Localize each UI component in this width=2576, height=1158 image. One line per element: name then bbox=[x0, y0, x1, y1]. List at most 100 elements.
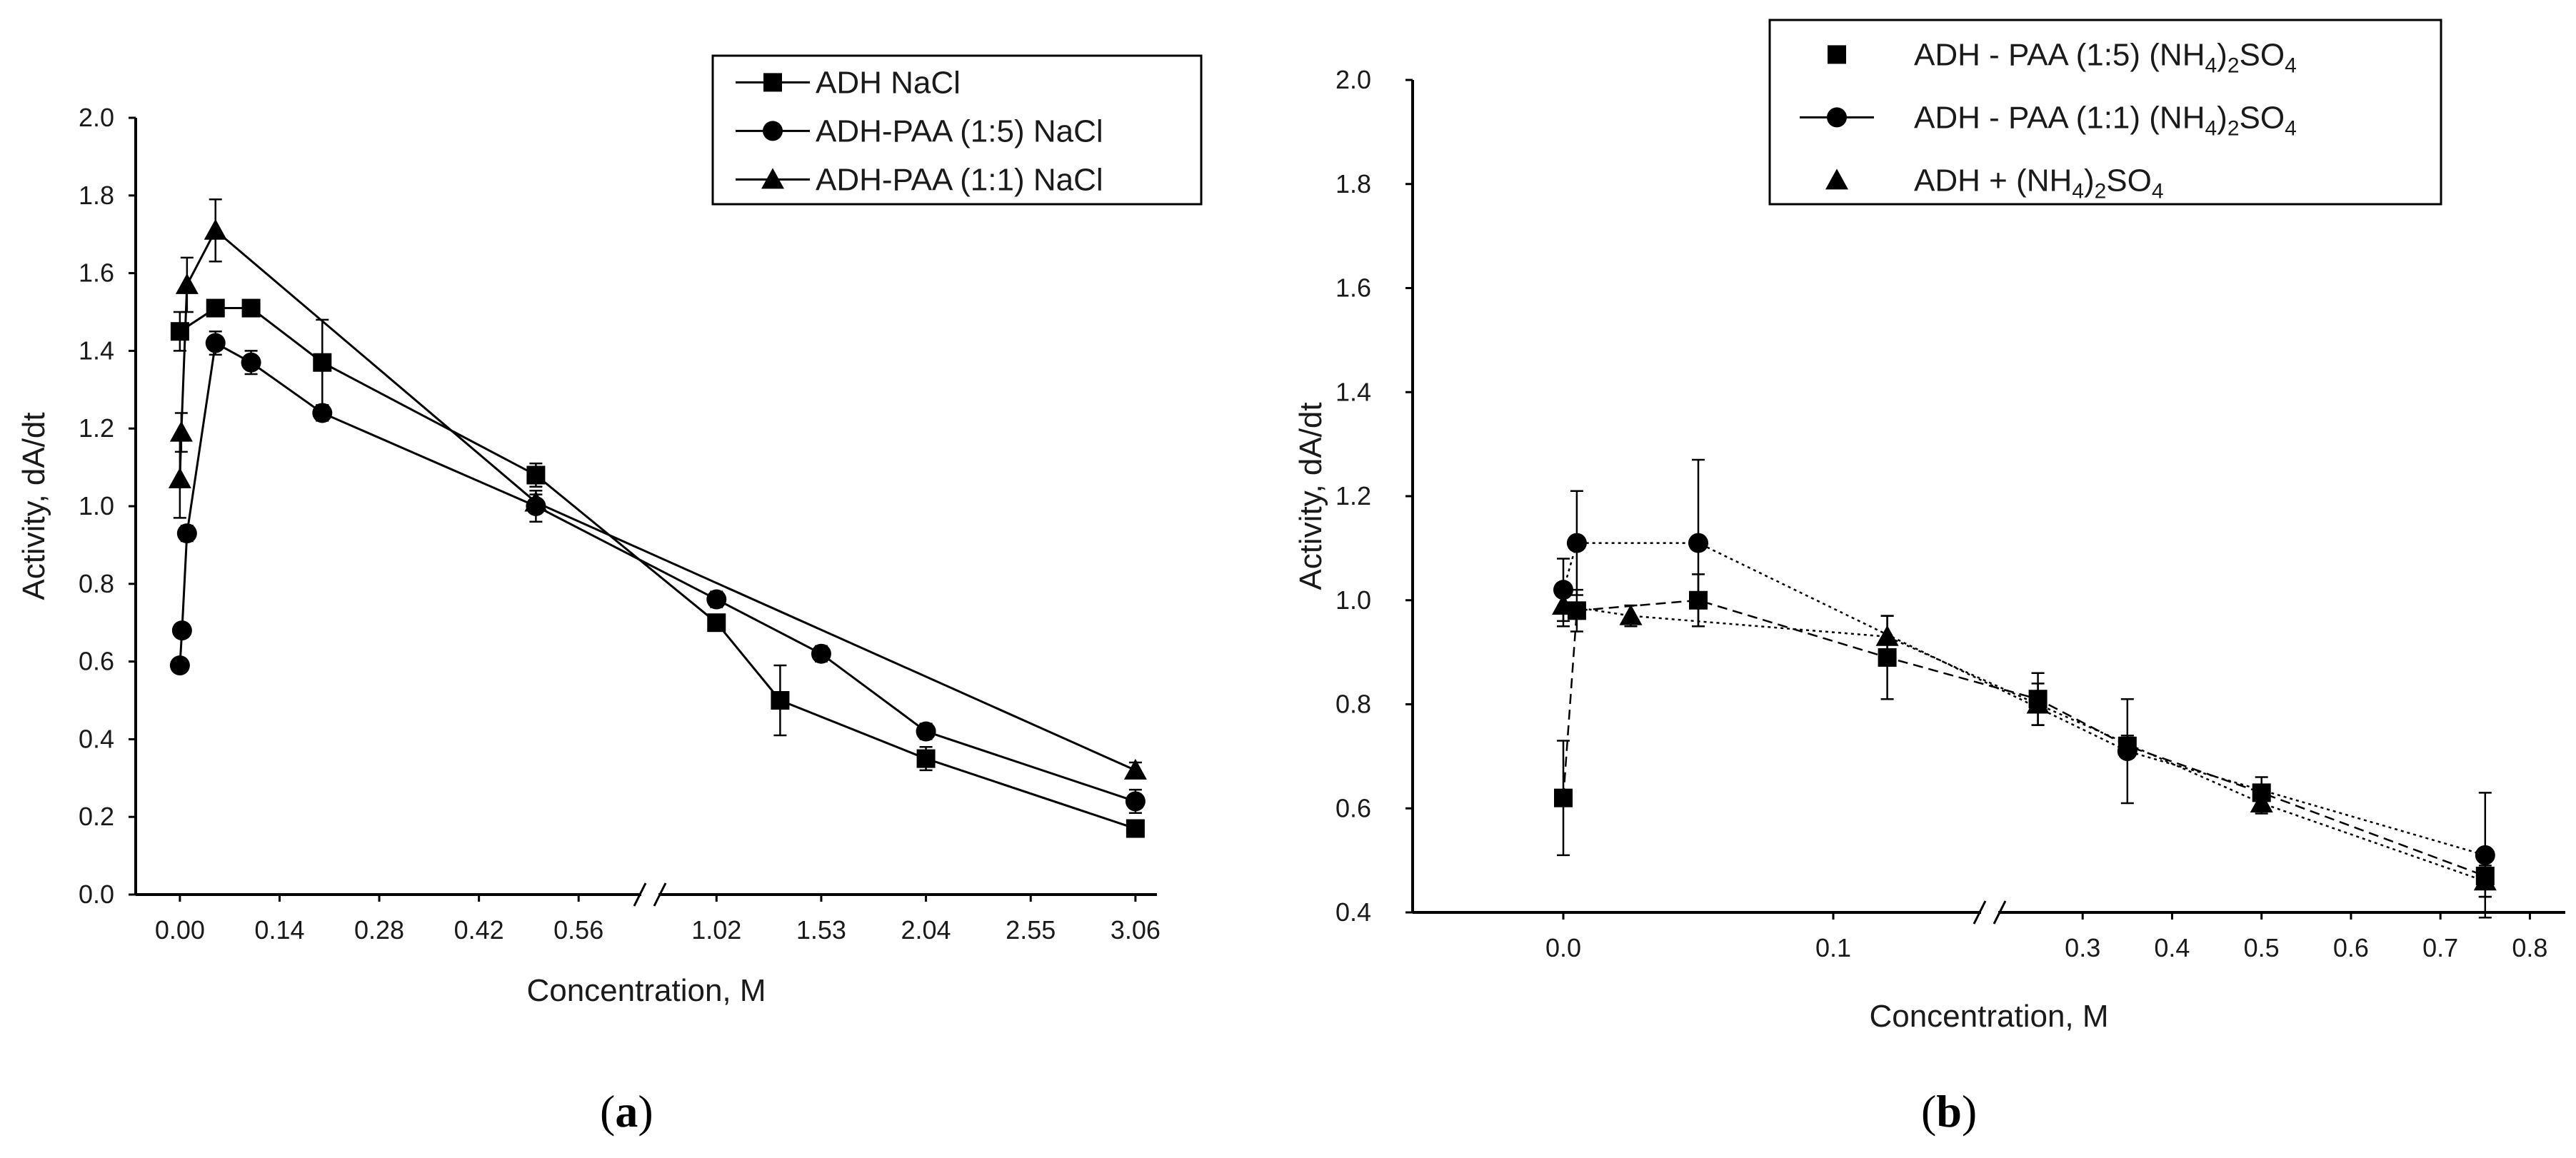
data-point bbox=[707, 613, 726, 633]
data-point bbox=[206, 298, 225, 318]
legend: ADH NaCl ADH-PAA (1:5) NaCl ADH-PAA (1:1) … bbox=[711, 54, 1203, 206]
series-2 bbox=[1552, 583, 2497, 898]
x-tick-label: 3.06 bbox=[1111, 915, 1161, 945]
x-tick-label: 0.1 bbox=[1815, 933, 1851, 962]
legend-subscript: 4 bbox=[2285, 116, 2297, 140]
legend-label: ADH - PAA (1:1) (NH4​)2​SO4​ bbox=[1914, 100, 2297, 140]
data-point bbox=[205, 333, 226, 353]
series-line bbox=[1562, 542, 2486, 857]
data-point bbox=[1688, 533, 1708, 553]
legend-label: ADH-PAA (1:1) NaCl bbox=[816, 162, 1103, 197]
legend-text-part: ADH - PAA (1:1) (NH bbox=[1914, 100, 2205, 135]
panel-label-close: ) bbox=[638, 1086, 653, 1137]
legend-subscript: 4 bbox=[2205, 116, 2217, 140]
series-line bbox=[179, 228, 1136, 772]
panel-label-open: ( bbox=[600, 1086, 615, 1137]
y-tick-label: 0.4 bbox=[79, 724, 114, 753]
panel-label-open: ( bbox=[1921, 1086, 1936, 1137]
legend-text-part: SO bbox=[2240, 100, 2285, 135]
x-tick-label: 0.6 bbox=[2333, 933, 2369, 962]
legend: ADH - PAA (1:5) (NH4​)2​SO4​ADH - PAA (1… bbox=[1768, 19, 2442, 206]
x-tick-label: 2.55 bbox=[1006, 915, 1056, 945]
x-tick-label: 0.3 bbox=[2065, 933, 2100, 962]
legend-subscript: 2 bbox=[2095, 179, 2107, 203]
data-point bbox=[2026, 693, 2050, 714]
data-point bbox=[1619, 604, 1643, 625]
y-tick-label: 0.6 bbox=[79, 647, 114, 676]
data-point bbox=[176, 523, 197, 544]
y-tick-label: 0.8 bbox=[1335, 690, 1371, 719]
x-tick-label: 0.42 bbox=[454, 915, 504, 945]
panel-label: (b) bbox=[1921, 1086, 1977, 1137]
x-tick-label: 0.14 bbox=[254, 915, 304, 945]
axis-break-mark bbox=[653, 882, 667, 907]
data-point bbox=[175, 273, 199, 294]
data-point bbox=[2250, 791, 2273, 812]
legend-marker bbox=[1828, 45, 1846, 64]
data-point bbox=[916, 749, 936, 768]
series-1 bbox=[1553, 458, 2495, 919]
data-point bbox=[1875, 625, 1899, 646]
y-tick-label: 1.8 bbox=[1335, 169, 1371, 198]
data-point bbox=[312, 403, 333, 423]
data-point bbox=[169, 655, 190, 676]
chart-panel-b: 0.4 0.6 0.8 1.0 1.2 1.4 1.6 1.8 2.0 0.0 0.1 0.3 0.4 0… bbox=[1293, 19, 2565, 1137]
y-tick-label: 1.8 bbox=[79, 181, 114, 210]
data-point bbox=[168, 467, 191, 488]
panel-label: (a) bbox=[600, 1086, 653, 1137]
legend-marker bbox=[1827, 107, 1847, 128]
legend-label: ADH-PAA (1:5) NaCl bbox=[816, 114, 1103, 148]
data-point bbox=[204, 218, 227, 240]
y-tick-label: 1.0 bbox=[79, 491, 114, 520]
data-point bbox=[771, 691, 790, 710]
legend-label: ADH + (NH4​)2​SO4​ bbox=[1914, 163, 2164, 203]
legend-text-part: ) bbox=[2084, 163, 2095, 198]
y-tick-label: 0.0 bbox=[79, 880, 114, 909]
x-tick-label: 0.28 bbox=[354, 915, 404, 945]
y-tick-label: 0.4 bbox=[1335, 897, 1371, 927]
data-point bbox=[1126, 819, 1145, 838]
legend-subscript: 4 bbox=[2152, 179, 2164, 203]
data-point bbox=[241, 352, 261, 373]
data-point bbox=[811, 643, 831, 664]
data-point bbox=[241, 298, 261, 318]
data-point bbox=[916, 721, 936, 742]
y-tick-label: 1.2 bbox=[79, 413, 114, 443]
data-point bbox=[1554, 788, 1573, 807]
legend-subscript: 4 bbox=[2072, 179, 2084, 203]
legend-text-part: ) bbox=[2217, 37, 2227, 72]
x-axis-label: Concentration, M bbox=[526, 973, 766, 1008]
x-tick-label: 1.53 bbox=[796, 915, 846, 945]
legend-text-part: ADH - PAA (1:5) (NH bbox=[1914, 37, 2205, 72]
series-line bbox=[1563, 604, 2486, 882]
data-point bbox=[1566, 533, 1587, 553]
y-tick-label: 1.4 bbox=[79, 336, 114, 365]
x-tick-label: 0.8 bbox=[2512, 933, 2547, 962]
panel-label-letter: b bbox=[1936, 1086, 1962, 1137]
y-tick-label: 2.0 bbox=[79, 103, 114, 132]
x-tick-label: 0.4 bbox=[2154, 933, 2190, 962]
x-tick-label: 1.02 bbox=[691, 915, 741, 945]
y-tick-label: 1.6 bbox=[1335, 273, 1371, 303]
data-point bbox=[171, 620, 192, 641]
data-point bbox=[313, 353, 332, 372]
y-tick-label: 1.6 bbox=[79, 258, 114, 288]
axis-break-mark bbox=[633, 882, 647, 907]
series-1 bbox=[169, 330, 1146, 815]
y-tick-label: 0.6 bbox=[1335, 793, 1371, 822]
legend-subscript: 2 bbox=[2227, 116, 2240, 140]
panel-label-close: ) bbox=[1962, 1086, 1977, 1137]
data-point bbox=[2117, 741, 2138, 762]
legend-subscript: 4 bbox=[2285, 54, 2297, 77]
legend-text-part: ADH + (NH bbox=[1914, 163, 2072, 198]
y-tick-label: 1.2 bbox=[1335, 481, 1371, 510]
y-tick-label: 1.0 bbox=[1335, 585, 1371, 615]
legend-text-part: ) bbox=[2217, 100, 2227, 135]
x-tick-label: 0.56 bbox=[553, 915, 603, 945]
data-point bbox=[1552, 594, 1575, 615]
y-tick-label: 0.8 bbox=[79, 569, 114, 598]
legend-marker bbox=[763, 121, 783, 141]
legend-label: ADH NaCl bbox=[816, 65, 961, 100]
panel-label-letter: a bbox=[615, 1086, 638, 1137]
